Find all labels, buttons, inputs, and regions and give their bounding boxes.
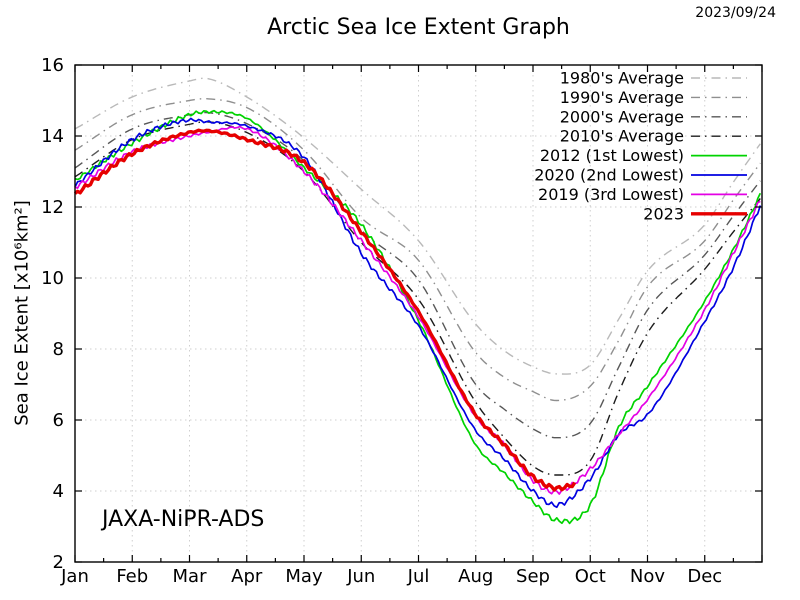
y-tick-label: 12 [41, 197, 64, 218]
y-tick-label: 14 [41, 126, 64, 147]
legend-label: 2023 [643, 204, 684, 223]
y-tick-label: 8 [53, 339, 64, 360]
series-line-2023 [73, 128, 577, 492]
y-tick-label: 10 [41, 268, 64, 289]
series-line-2020-2nd-lowest- [74, 117, 762, 509]
y-tick-label: 4 [53, 481, 64, 502]
x-tick-label: Mar [173, 566, 208, 587]
series-line-1990-s-average [74, 98, 761, 402]
series-line-2012-1st-lowest- [74, 109, 762, 525]
y-axis-title: Sea Ice Extent [x10⁶km²] [11, 200, 33, 426]
x-tick-label: Jan [60, 566, 89, 587]
x-tick-label: Feb [116, 566, 148, 587]
x-tick-label: Dec [687, 566, 722, 587]
series-line-1980-s-average [74, 77, 761, 375]
watermark-label: JAXA-NiPR-ADS [102, 507, 265, 532]
legend-label: 2000's Average [560, 107, 684, 126]
legend-label: 2019 (3rd Lowest) [538, 185, 684, 204]
chart-title: Arctic Sea Ice Extent Graph [267, 15, 570, 40]
legend-label: 1980's Average [560, 69, 684, 88]
x-tick-label: Jun [346, 566, 375, 587]
x-tick-label: Apr [231, 566, 263, 587]
x-tick-label: Jul [407, 566, 430, 587]
date-label: 2023/09/24 [695, 5, 776, 21]
x-tick-label: Sep [516, 566, 550, 587]
y-tick-label: 6 [53, 410, 64, 431]
x-tick-label: Nov [630, 566, 665, 587]
x-tick-label: Aug [458, 566, 493, 587]
legend-label: 2010's Average [560, 127, 684, 146]
legend-label: 1990's Average [560, 88, 684, 107]
y-tick-label: 2 [53, 552, 64, 573]
x-tick-label: Oct [575, 566, 606, 587]
legend-label: 2020 (2nd Lowest) [534, 166, 684, 185]
series-line-2019-3rd-lowest- [74, 125, 761, 495]
legend-label: 2012 (1st Lowest) [540, 146, 684, 165]
series-line-2010-s-average [74, 121, 761, 476]
y-tick-label: 16 [41, 55, 64, 76]
x-tick-label: May [285, 566, 323, 587]
